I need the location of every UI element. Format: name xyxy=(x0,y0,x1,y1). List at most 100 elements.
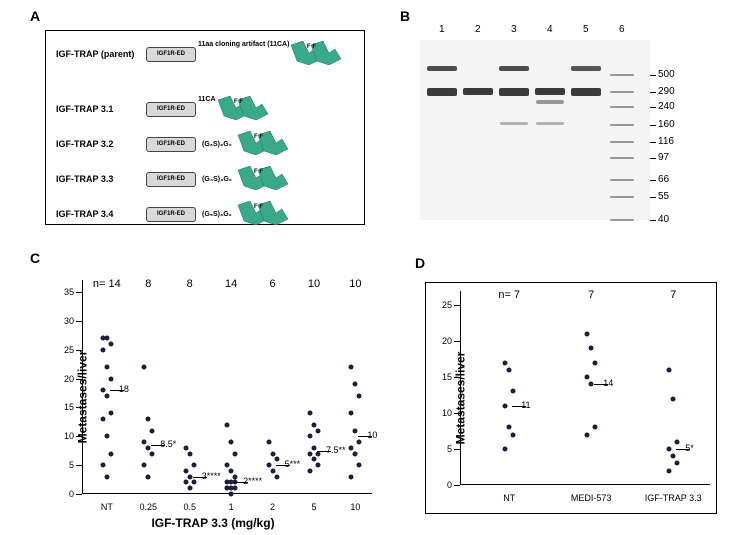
data-point xyxy=(100,416,105,421)
data-point xyxy=(108,341,113,346)
receptor-box: IGF1R-ED xyxy=(146,47,196,62)
data-point xyxy=(266,463,271,468)
data-point xyxy=(353,451,358,456)
data-point xyxy=(146,445,151,450)
ladder-band xyxy=(610,179,634,181)
mw-tick xyxy=(650,197,656,198)
lane-number: 2 xyxy=(475,24,481,35)
axis-y xyxy=(82,280,83,494)
svg-text:F F: F F xyxy=(234,99,243,105)
data-point xyxy=(675,461,680,466)
data-point xyxy=(142,365,147,370)
data-point xyxy=(667,367,672,372)
x-tick-label: 1 xyxy=(229,502,234,512)
svg-text:F F: F F xyxy=(254,134,263,140)
data-point xyxy=(104,393,109,398)
gel-band xyxy=(427,66,457,71)
fc-domain-icon: F F xyxy=(236,166,296,192)
data-point xyxy=(150,428,155,433)
construct-label: IGF-TRAP 3.4 xyxy=(56,209,146,219)
data-point xyxy=(308,411,313,416)
data-point xyxy=(266,440,271,445)
data-point xyxy=(308,451,313,456)
panel-label-d: D xyxy=(415,255,425,271)
lane-number: 3 xyxy=(511,24,517,35)
panel-label-a: A xyxy=(30,8,40,24)
data-point xyxy=(100,463,105,468)
data-point xyxy=(183,445,188,450)
svg-text:F F: F F xyxy=(307,44,316,50)
ladder-band xyxy=(610,196,634,198)
ytick xyxy=(76,350,82,351)
ytick-label: 5 xyxy=(54,460,74,470)
ytick-label: 10 xyxy=(432,408,452,418)
gel-band xyxy=(500,122,528,125)
mw-label: 500 xyxy=(658,69,675,80)
fc-domain-icon: F F xyxy=(289,41,349,67)
median-label: 2**** xyxy=(243,476,262,486)
mw-tick xyxy=(650,75,656,76)
data-point xyxy=(225,486,230,491)
linker-text: (G₅S)₃G₂ xyxy=(202,211,232,218)
chart-c: Metastases/liver IGF-TRAP 3.3 (mg/kg) 05… xyxy=(48,272,378,522)
chart-c-xlabel: IGF-TRAP 3.3 (mg/kg) xyxy=(151,516,274,530)
construct-row: IGF-TRAP 3.1IGF1R-ED11CAF F xyxy=(56,96,354,122)
gel-image xyxy=(420,40,650,220)
construct-label: IGF-TRAP 3.3 xyxy=(56,174,146,184)
x-tick-label: MEDI-573 xyxy=(571,493,612,503)
data-point xyxy=(233,474,238,479)
mw-label: 97 xyxy=(658,152,669,163)
gel-band xyxy=(499,66,529,71)
gel-band xyxy=(499,88,529,96)
svg-text:F F: F F xyxy=(254,169,263,175)
fc-domain-icon: F F xyxy=(236,131,296,157)
mw-label: 55 xyxy=(658,191,669,202)
data-point xyxy=(585,375,590,380)
mw-label: 240 xyxy=(658,101,675,112)
mw-label: 40 xyxy=(658,214,669,225)
data-point xyxy=(308,434,313,439)
ytick-label: 0 xyxy=(432,480,452,490)
x-tick-label: 0.5 xyxy=(183,502,196,512)
data-point xyxy=(589,382,594,387)
ytick-label: 15 xyxy=(54,402,74,412)
ytick xyxy=(76,465,82,466)
gel-band xyxy=(536,122,564,125)
axis-x xyxy=(460,484,710,485)
panel-a-diagram: IGF-TRAP (parent)IGF1R-ED11aa cloning ar… xyxy=(45,30,365,225)
construct-row: IGF-TRAP 3.4IGF1R-ED(G₅S)₃G₂F F xyxy=(56,201,354,227)
ytick xyxy=(76,379,82,380)
data-point xyxy=(270,468,275,473)
data-point xyxy=(316,428,321,433)
data-point xyxy=(357,393,362,398)
construct-row: IGF-TRAP (parent)IGF1R-ED11aa cloning ar… xyxy=(56,41,354,67)
data-point xyxy=(142,440,147,445)
ytick-label: 10 xyxy=(54,431,74,441)
ytick-label: 15 xyxy=(432,372,452,382)
ytick xyxy=(76,292,82,293)
receptor-box: IGF1R-ED xyxy=(146,102,196,117)
linker-text: (G₄S)₃G₂ xyxy=(202,176,232,183)
data-point xyxy=(353,382,358,387)
chart-d: Metastases/liver 0510152025n= 7NT117MEDI… xyxy=(425,282,717,514)
lane-number: 1 xyxy=(439,24,445,35)
data-point xyxy=(100,347,105,352)
data-point xyxy=(357,440,362,445)
median-label: 5* xyxy=(685,443,694,453)
data-point xyxy=(312,422,317,427)
ladder-band xyxy=(610,157,634,159)
linker-text: (G₃S)₃G₂ xyxy=(202,141,232,148)
data-point xyxy=(225,422,230,427)
ytick-label: 25 xyxy=(432,300,452,310)
mw-tick xyxy=(650,180,656,181)
data-point xyxy=(316,463,321,468)
data-point xyxy=(349,445,354,450)
data-point xyxy=(108,411,113,416)
mw-tick xyxy=(650,142,656,143)
median-label: 8.5* xyxy=(160,439,176,449)
ytick xyxy=(454,413,460,414)
data-point xyxy=(308,468,313,473)
data-point xyxy=(229,468,234,473)
panel-label-b: B xyxy=(400,8,410,24)
data-point xyxy=(357,463,362,468)
